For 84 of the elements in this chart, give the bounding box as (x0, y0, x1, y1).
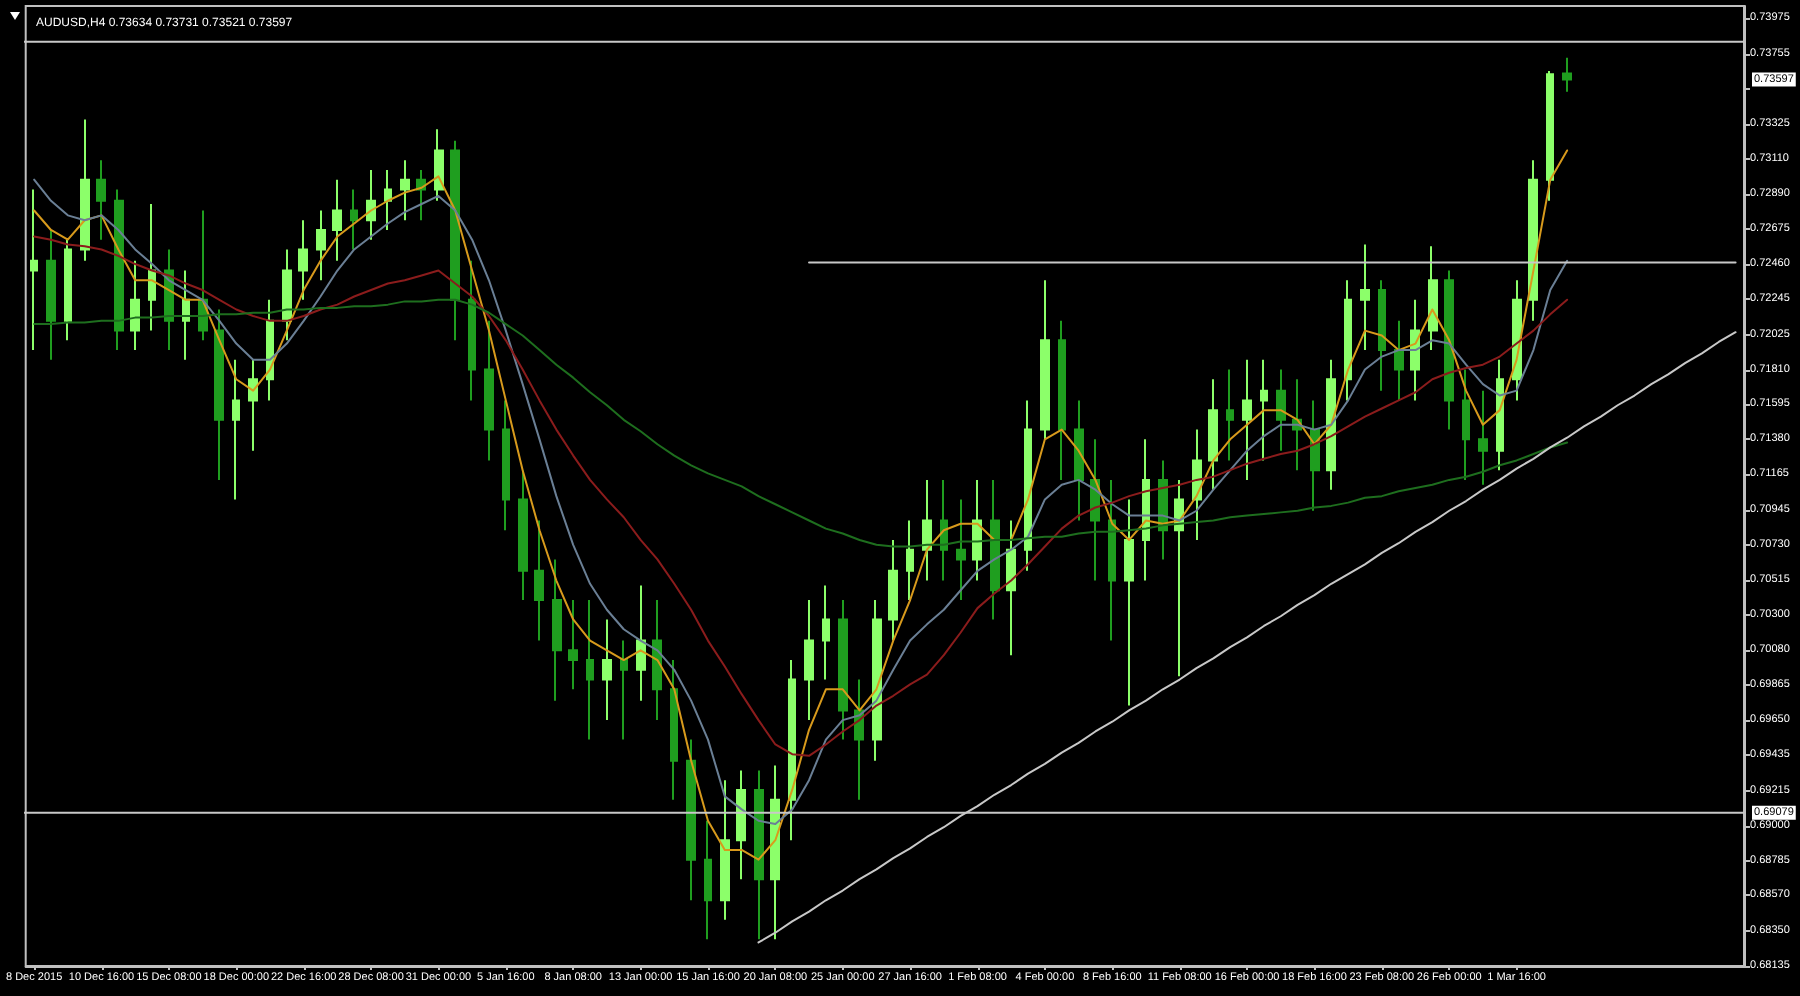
candlestick (586, 599, 594, 741)
candlestick (704, 819, 712, 941)
candlestick (1478, 389, 1488, 486)
candlestick (568, 599, 578, 691)
candlestick (350, 188, 358, 251)
candlestick (552, 558, 562, 702)
candlestick (468, 259, 476, 402)
candlestick (1428, 245, 1438, 352)
candlestick (872, 599, 882, 762)
candlestick (636, 584, 646, 702)
candlestick (1360, 243, 1370, 352)
candlestick (518, 469, 528, 602)
candlestick (1174, 478, 1184, 678)
candlestick (332, 178, 342, 262)
candlestick (46, 228, 56, 361)
candlestick (1108, 478, 1116, 642)
candlestick (754, 769, 764, 941)
candlestick (1242, 358, 1252, 481)
candlestick (130, 259, 140, 352)
candlestick (80, 118, 90, 262)
candlestick (990, 478, 1000, 621)
candlestick (1462, 368, 1470, 481)
candlestick (1310, 399, 1320, 512)
candlestick (1394, 319, 1404, 402)
candlestick (1546, 69, 1554, 202)
candlestick (316, 209, 326, 282)
candlestick (620, 639, 628, 741)
candlestick (248, 358, 258, 452)
candlestick (720, 779, 730, 921)
candlestick (366, 168, 376, 241)
candlestick (652, 599, 662, 722)
candlestick (1058, 319, 1066, 481)
candlestick (282, 248, 292, 342)
candlestick (940, 478, 948, 582)
candlestick (972, 478, 982, 582)
candlestick (1024, 399, 1032, 572)
candlestick (1528, 159, 1538, 322)
candlestick (906, 519, 914, 602)
candlestick (400, 159, 410, 222)
candlestick (1208, 378, 1218, 491)
candlestick (1496, 358, 1504, 472)
candlestick (1276, 368, 1286, 452)
candlestick (1074, 399, 1084, 522)
candlestick (736, 769, 746, 881)
candlestick (1124, 498, 1134, 707)
candlestick (1006, 519, 1016, 657)
candlestick (96, 159, 106, 241)
line-series (33, 298, 1569, 548)
candlestick (148, 203, 156, 332)
candlestick (484, 319, 494, 462)
candlestick (384, 168, 392, 231)
candlestick (214, 308, 224, 481)
candlestick (838, 599, 848, 741)
candlestick (1040, 279, 1050, 441)
candlestick (770, 764, 780, 941)
candlestick (922, 478, 932, 582)
candlestick (686, 738, 696, 902)
candlestick (822, 584, 830, 681)
candlestick (788, 659, 796, 842)
candlestick (804, 599, 814, 722)
candlestick (534, 519, 544, 642)
candlestick (450, 139, 460, 342)
candlestick (1444, 269, 1454, 431)
candlestick (1562, 56, 1572, 93)
candlestick (888, 538, 898, 642)
candlestick (502, 399, 510, 532)
candlestick (182, 269, 190, 361)
candlestick (30, 188, 38, 352)
candlestick (298, 219, 308, 301)
candlestick (670, 659, 678, 801)
candlestick (114, 188, 124, 352)
candlestick (602, 618, 612, 722)
line-series (33, 235, 1569, 757)
candlestick (956, 498, 966, 602)
candlestick (1192, 428, 1202, 541)
candlestick (64, 238, 72, 342)
candlestick (1326, 358, 1336, 491)
candlestick (1226, 368, 1234, 462)
candlestick (1260, 358, 1268, 462)
candlestick (1378, 279, 1386, 392)
candlestick (1344, 279, 1352, 402)
candlestick (232, 358, 240, 501)
candlestick (434, 128, 444, 202)
candlestick (854, 678, 864, 801)
